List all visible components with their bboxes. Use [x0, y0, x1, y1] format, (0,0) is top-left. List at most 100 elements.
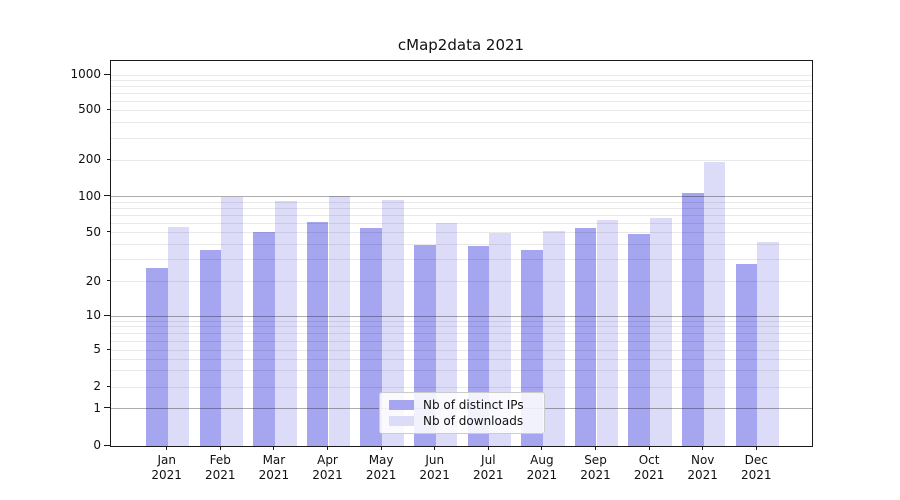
legend-swatch-distinct-ips [389, 400, 414, 410]
y-tick [104, 407, 110, 408]
x-tick [595, 446, 596, 450]
x-tick-year: 2021 [580, 468, 611, 482]
legend-item-downloads: Nb of downloads [389, 413, 536, 429]
bar-downloads-sep [596, 219, 619, 446]
y-tick-label: 5 [93, 342, 101, 356]
y-tick [106, 280, 110, 281]
legend-label-distinct-ips: Nb of distinct IPs [423, 398, 524, 412]
x-tick-label-aug: Aug 2021 [514, 453, 570, 483]
x-tick-year: 2021 [365, 468, 397, 482]
x-tick [166, 446, 168, 450]
x-tick [273, 446, 275, 450]
gridline-minor [111, 121, 812, 123]
x-tick-label-nov: Nov 2021 [675, 453, 731, 483]
x-tick [702, 446, 704, 450]
gridline-minor [111, 100, 812, 102]
x-tick-month: Feb [209, 453, 231, 467]
x-tick [380, 446, 382, 450]
y-tick-label: 1000 [70, 67, 101, 81]
y-tick [104, 314, 110, 316]
y-tick [106, 231, 110, 233]
bar-downloads-feb [221, 196, 244, 446]
bar-distinct-ips-mar [253, 231, 275, 446]
legend-item-distinct-ips: Nb of distinct IPs [389, 397, 536, 413]
bar-downloads-apr [328, 195, 351, 446]
x-tick-year: 2021 [151, 468, 182, 482]
y-tick-label: 20 [85, 273, 101, 288]
y-tick-label: 10 [85, 308, 101, 322]
bar-distinct-ips-nov [681, 192, 704, 446]
x-tick-month: Mar [262, 453, 286, 467]
bar-downloads-aug [542, 230, 565, 446]
bar-distinct-ips-dec [735, 263, 758, 446]
x-tick-year: 2021 [473, 468, 504, 482]
y-tick [106, 158, 110, 160]
x-tick-month: Dec [744, 453, 768, 467]
x-tick-label-mar: Mar 2021 [246, 453, 302, 483]
y-tick-label: 100 [78, 188, 101, 203]
x-tick-label-jul: Jul 2021 [460, 453, 516, 483]
x-tick-year: 2021 [205, 468, 236, 482]
x-tick [434, 446, 436, 450]
bar-distinct-ips-jan [145, 267, 168, 446]
x-tick [219, 446, 221, 450]
x-tick-month: Sep [584, 453, 607, 467]
x-tick-year: 2021 [419, 468, 450, 482]
bar-distinct-ips-apr [306, 221, 329, 446]
gridline-minor [111, 74, 812, 76]
gridline-minor [111, 79, 812, 81]
x-tick-label-sep: Sep 2021 [568, 453, 624, 483]
y-tick-label: 1 [93, 400, 101, 415]
bar-downloads-oct [650, 218, 672, 446]
x-tick [541, 446, 543, 450]
x-tick-year: 2021 [633, 468, 665, 482]
x-tick [327, 446, 328, 450]
x-tick-label-may: May 2021 [353, 453, 409, 483]
legend: Nb of distinct IPs Nb of downloads [379, 392, 545, 434]
y-tick-label: 200 [78, 152, 101, 166]
x-tick [648, 446, 650, 450]
gridline-minor [111, 92, 812, 94]
x-tick-year: 2021 [258, 468, 290, 482]
gridline-minor [111, 159, 812, 161]
plot-area [110, 60, 813, 447]
x-tick-month: Apr [317, 453, 338, 467]
gridline-minor [111, 137, 812, 139]
bar-downloads-nov [703, 161, 726, 446]
y-tick [106, 348, 110, 350]
legend-label-downloads: Nb of downloads [423, 414, 524, 428]
bar-distinct-ips-oct [628, 233, 651, 446]
x-tick-month: Nov [690, 453, 715, 467]
legend-swatch-downloads [389, 416, 414, 426]
x-tick-year: 2021 [687, 468, 718, 482]
x-tick-month: Oct [638, 453, 660, 467]
y-tick [104, 195, 110, 197]
x-tick-month: May [368, 453, 394, 467]
x-tick-month: Jun [425, 453, 445, 467]
x-tick-month: Aug [530, 453, 554, 467]
y-tick-label: 0 [93, 438, 101, 452]
y-tick-label: 500 [78, 102, 101, 117]
gridline-minor [111, 85, 812, 87]
bar-downloads-may [382, 199, 404, 446]
x-tick-label-feb: Feb 2021 [192, 453, 248, 483]
y-tick [104, 444, 110, 446]
bar-downloads-dec [757, 242, 780, 446]
y-tick-label: 50 [85, 224, 101, 239]
x-tick-label-jun: Jun 2021 [407, 453, 463, 483]
x-tick-label-jan: Jan 2021 [139, 453, 195, 483]
bar-distinct-ips-feb [199, 250, 222, 446]
y-tick-label: 2 [93, 379, 101, 393]
x-tick-label-oct: Oct 2021 [621, 453, 677, 483]
gridline-minor [111, 109, 812, 111]
x-tick-label-dec: Dec 2021 [728, 453, 784, 483]
x-tick-year: 2021 [526, 468, 558, 482]
x-tick-month: Jul [481, 453, 496, 467]
chart-title: cMap2data 2021 [397, 36, 525, 54]
bar-downloads-jan [167, 226, 190, 446]
y-tick [104, 73, 110, 75]
x-tick-year: 2021 [312, 468, 343, 482]
y-tick [106, 385, 110, 387]
bar-distinct-ips-sep [574, 227, 597, 446]
